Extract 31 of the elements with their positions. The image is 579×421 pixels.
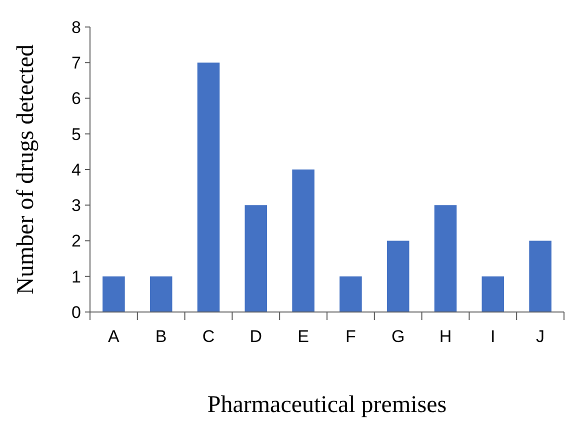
bar: [244, 205, 268, 312]
x-tick-label: E: [298, 327, 309, 346]
bar: [150, 276, 172, 312]
y-axis-title: Number of drugs detected: [13, 44, 39, 294]
y-tick-label: 8: [72, 18, 81, 37]
bar: [102, 276, 125, 312]
y-tick-label: 5: [72, 124, 81, 144]
bar: [529, 240, 552, 312]
y-tick-label: 3: [72, 196, 81, 216]
bar: [197, 62, 220, 312]
x-tick-label: C: [202, 327, 215, 346]
x-tick-label: F: [346, 327, 356, 346]
x-tick-label: G: [391, 327, 405, 346]
y-tick-label: 6: [72, 89, 81, 108]
x-tick-label: B: [155, 327, 167, 346]
y-tick-label: 2: [72, 232, 81, 251]
y-tick-label: 4: [72, 160, 81, 180]
y-tick-label: 7: [72, 54, 81, 73]
x-tick-label: A: [108, 327, 120, 346]
y-tick-label: 1: [72, 267, 81, 286]
bar: [434, 205, 457, 312]
x-axis-title: Pharmaceutical premises: [207, 392, 447, 418]
bar: [482, 276, 504, 312]
bar: [292, 170, 314, 312]
x-tick-label: H: [439, 327, 452, 346]
x-tick-label: J: [536, 327, 545, 346]
x-tick-label: I: [490, 327, 496, 346]
x-tick-label: D: [250, 327, 262, 346]
bar: [386, 240, 410, 312]
bar: [340, 276, 362, 312]
y-tick-label: 0: [72, 302, 81, 322]
